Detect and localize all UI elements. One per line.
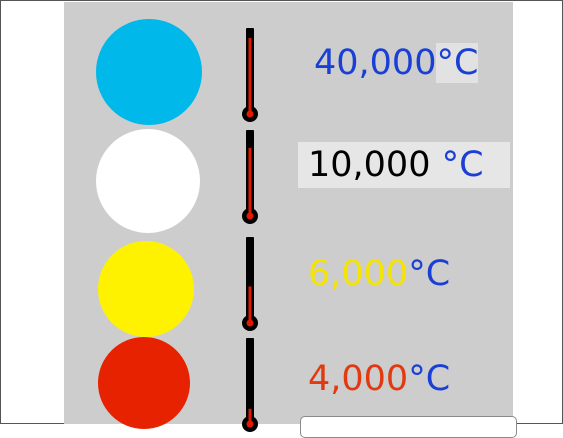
temperature-label: 10,000 °C [298,142,510,188]
temperature-label: 40,000°C [314,40,479,86]
thermometer-fluid-bulb [246,319,254,327]
star-color-panel: 40,000°C 10,000 °C 6,000°C 4,000°C [64,2,513,432]
temperature-unit: °C [441,145,484,185]
thermometer-fluid [248,286,252,322]
star-color-circle [98,337,190,429]
temperature-label: 4,000°C [308,356,450,402]
thermometer-fluid-bulb [246,110,254,118]
thermometer-fluid [248,37,252,114]
star-row: 10,000 °C [64,107,513,233]
temperature-value: 6,000 [308,254,409,294]
thermometer-fluid-bulb [246,212,254,220]
thermometer-icon [242,237,258,331]
overlay-box-edge [300,416,517,438]
thermometer-fluid [248,147,252,215]
star-color-circle [96,19,202,125]
thermometer-icon [242,28,258,122]
temperature-value: 10,000 [308,145,442,185]
thermometer-icon [242,130,258,224]
temperature-unit: °C [408,254,451,294]
thermometer-icon [242,338,258,432]
thermometer-fluid [248,408,252,423]
star-row: 4,000°C [64,317,513,432]
temperature-value: 4,000 [308,359,409,399]
temperature-value: 40,000 [314,43,437,83]
star-row: 40,000°C [64,2,513,125]
star-color-circle [96,129,200,233]
star-color-circle [98,241,194,337]
temperature-unit: °C [408,359,451,399]
star-row: 6,000°C [64,212,513,337]
temperature-unit: °C [436,43,479,83]
thermometer-tube [246,338,254,421]
thermometer-tube [246,237,254,320]
temperature-label: 6,000°C [308,251,450,297]
thermometer-fluid-bulb [246,420,254,428]
